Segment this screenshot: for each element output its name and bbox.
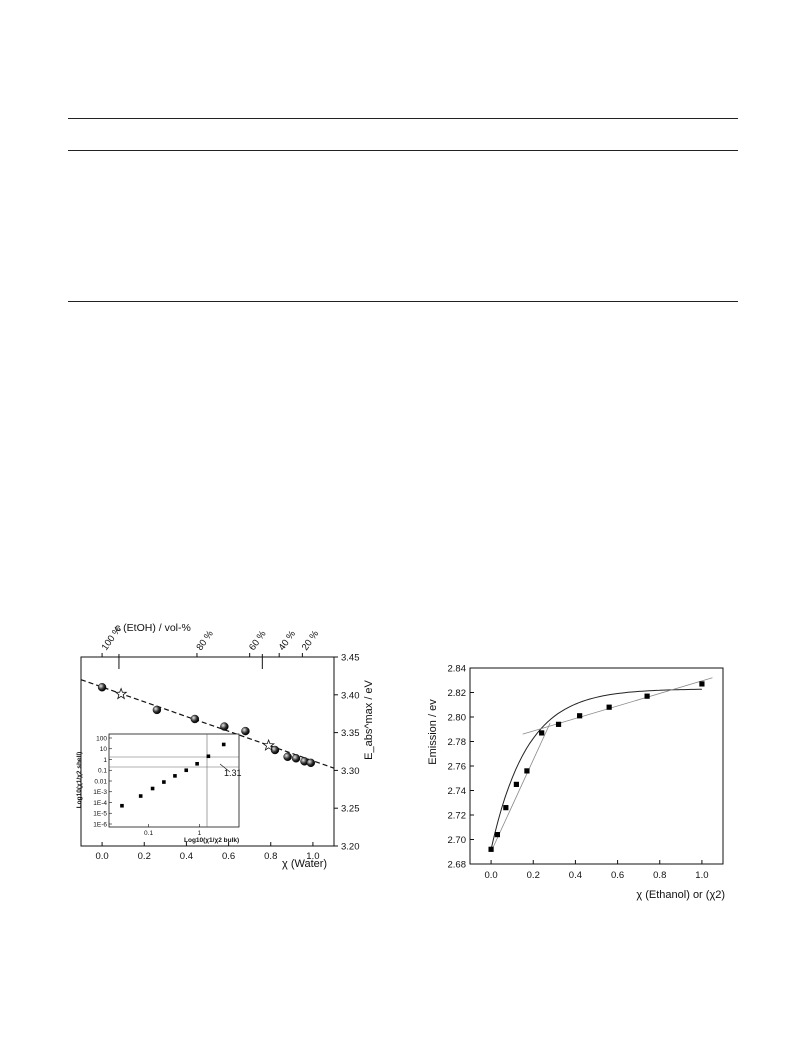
- y-tick-label: 3.25: [341, 804, 360, 815]
- x-axis-label: χ (Water): [282, 858, 327, 870]
- sphere-point: [190, 714, 200, 724]
- x-tick-label: 0.4: [569, 870, 582, 881]
- inset-y-tick-label: 0.01: [94, 778, 107, 785]
- inset-x-tick-label: 0.1: [144, 830, 153, 837]
- square-point: [524, 768, 530, 774]
- inset-annotation: 1.31: [224, 768, 242, 778]
- inset-y-tick-label: 1E-4: [93, 800, 107, 807]
- inset-y-tick-label: 0.1: [98, 768, 107, 775]
- y-tick-label: 2.76: [448, 762, 467, 773]
- inset-y-tick-label: 1E-5: [93, 811, 107, 818]
- inset-x-label: Log10(χ1/χ2 bulk): [184, 837, 239, 844]
- inset-y-label: Log10(χ1/χ2 shell): [76, 752, 83, 809]
- table-bottom-rule: [68, 301, 738, 302]
- sphere-point: [306, 758, 316, 768]
- inset-point: [120, 803, 124, 808]
- sphere-point: [97, 683, 107, 692]
- inset-point: [184, 768, 189, 773]
- y-tick-label: 2.80: [448, 713, 467, 724]
- sphere-point: [270, 745, 280, 755]
- inset-point: [173, 774, 177, 778]
- y-tick-label: 2.70: [448, 835, 467, 846]
- x-tick-label: 0.6: [611, 870, 624, 881]
- x-tick-label: 1.0: [695, 870, 708, 881]
- table-top-rule: [68, 118, 738, 119]
- inset-point: [206, 754, 211, 759]
- top-tick-label: 20 %: [300, 628, 322, 652]
- x-tick-label: 0.2: [527, 870, 540, 881]
- inset-y-tick-label: 100: [96, 735, 107, 742]
- square-point: [577, 713, 583, 719]
- plot-frame: [80, 656, 335, 847]
- square-point: [488, 846, 494, 852]
- top-tick-label: 80 %: [194, 628, 216, 652]
- sphere-point: [241, 726, 250, 736]
- sphere-point: [291, 754, 301, 763]
- y-axis-label: E_abs^max / eV: [363, 679, 375, 759]
- top-axis-label: c (EtOH) / vol-%: [115, 622, 191, 634]
- square-point: [606, 704, 612, 710]
- inset-x-tick-label: 1: [198, 830, 202, 837]
- fit-line-late: [522, 677, 713, 735]
- x-tick-label: 1.0: [306, 851, 319, 862]
- absorption-energy-chart: 100 % 80 % 60 % 40 % 20 % 0.0 0.2 0.4 0.6 0.8 1.0…: [76, 622, 375, 870]
- y-tick-label: 2.74: [448, 786, 467, 797]
- inset-point: [221, 742, 226, 747]
- inset-y-tick-label: 1E-3: [93, 789, 107, 796]
- table-header-rule: [68, 150, 738, 151]
- y-tick-label: 2.78: [448, 737, 467, 748]
- inset-annotation-arrow: [219, 763, 231, 773]
- inset-y-tick-label: 10: [100, 746, 108, 753]
- square-point: [699, 681, 705, 687]
- y-tick-label: 2.72: [448, 811, 467, 822]
- inset-point: [150, 786, 155, 791]
- inset-y-tick-label: 1: [103, 757, 107, 764]
- y-tick-label: 3.45: [341, 653, 360, 664]
- star-point: [114, 687, 128, 700]
- y-tick-label: 2.82: [448, 688, 467, 699]
- emission-energy-chart: 0.0 0.2 0.4 0.6 0.8 1.0 2.68 2.70 2.72 2.74 2.76 2…: [427, 664, 725, 902]
- y-tick-label: 3.30: [341, 766, 360, 777]
- star-point: [262, 738, 275, 751]
- x-tick-label: 0.6: [222, 851, 235, 862]
- square-point: [513, 781, 519, 787]
- fit-curve: [490, 688, 702, 850]
- square-point: [644, 693, 650, 699]
- fit-line-early: [490, 722, 551, 852]
- square-point: [555, 721, 562, 727]
- sphere-point: [220, 722, 229, 731]
- sphere-point: [283, 752, 292, 761]
- inset-point: [162, 780, 166, 784]
- inset-point: [138, 794, 143, 798]
- x-tick-label: 0.8: [264, 851, 277, 862]
- x-tick-label: 0.0: [484, 870, 497, 881]
- sphere-point: [152, 705, 162, 715]
- square-point: [494, 832, 501, 838]
- x-tick-label: 0.4: [180, 851, 193, 862]
- inset-point: [195, 761, 199, 766]
- y-tick-label: 3.35: [341, 728, 360, 739]
- square-point: [503, 805, 509, 811]
- x-axis-label: χ (Ethanol) or (χ2): [636, 889, 725, 901]
- top-tick-label: 40 %: [277, 628, 299, 652]
- inset-frame: [108, 733, 240, 828]
- square-point: [539, 730, 545, 736]
- y-tick-label: 3.20: [341, 842, 360, 853]
- y-tick-label: 2.68: [448, 860, 467, 871]
- y-tick-label: 2.84: [448, 664, 467, 675]
- y-axis-label: Emission / ev: [427, 699, 439, 765]
- inset-y-tick-label: 1E-6: [93, 821, 107, 828]
- top-tick-label: 60 %: [247, 628, 269, 652]
- x-tick-label: 0.0: [95, 851, 108, 862]
- x-tick-label: 0.2: [138, 851, 151, 862]
- x-tick-label: 0.8: [653, 870, 666, 881]
- y-tick-label: 3.40: [341, 690, 360, 701]
